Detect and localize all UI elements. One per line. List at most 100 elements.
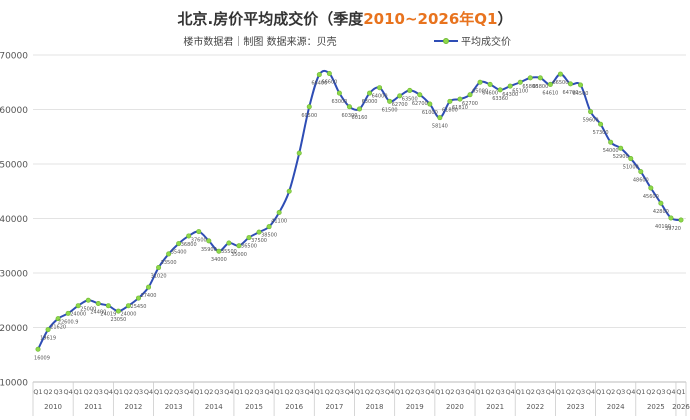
data-point xyxy=(598,121,604,127)
year-label: 2024 xyxy=(607,403,625,411)
x-tick-label: Q1 xyxy=(395,388,404,396)
x-tick-label: Q2 xyxy=(325,388,334,396)
x-tick-label: Q1 xyxy=(475,388,484,396)
data-point xyxy=(35,346,41,352)
x-tick-label: Q1 xyxy=(33,388,42,396)
data-label: 36800 xyxy=(181,242,197,248)
data-point xyxy=(427,101,433,107)
x-tick-label: Q4 xyxy=(345,388,354,396)
data-label: 39720 xyxy=(665,226,681,232)
data-label: 63500 xyxy=(402,96,418,102)
data-point xyxy=(316,72,322,78)
x-tick-label: Q4 xyxy=(104,388,113,396)
x-tick-label: Q2 xyxy=(204,388,213,396)
x-tick-label: Q2 xyxy=(285,388,294,396)
data-point xyxy=(276,210,282,216)
data-label: 57300 xyxy=(593,130,609,136)
data-point xyxy=(75,303,81,309)
data-point xyxy=(326,71,332,77)
data-label: 64600 xyxy=(482,90,498,96)
data-point xyxy=(447,98,453,104)
data-point xyxy=(648,185,654,191)
x-tick-label: Q3 xyxy=(214,388,223,396)
data-point xyxy=(527,75,533,81)
year-label: 2016 xyxy=(285,403,303,411)
x-tick-label: Q4 xyxy=(425,388,434,396)
x-tick-label: Q3 xyxy=(415,388,424,396)
data-point xyxy=(186,233,192,239)
year-label: 2019 xyxy=(406,403,424,411)
data-point xyxy=(678,217,684,223)
x-tick-label: Q2 xyxy=(405,388,414,396)
data-point xyxy=(85,297,91,303)
data-label: 51000 xyxy=(623,165,639,171)
data-point xyxy=(537,75,543,81)
data-point xyxy=(336,90,342,96)
x-tick-label: Q3 xyxy=(375,388,384,396)
data-label: 31020 xyxy=(151,274,167,280)
x-tick-label: Q3 xyxy=(455,388,464,396)
x-tick-label: Q1 xyxy=(74,388,83,396)
data-label: 24400 xyxy=(90,310,106,316)
y-tick-label: 20000 xyxy=(0,324,28,334)
data-point xyxy=(387,98,393,104)
x-tick-label: Q2 xyxy=(84,388,93,396)
data-point xyxy=(497,87,503,93)
data-point xyxy=(105,303,111,309)
data-label: 65800 xyxy=(532,84,548,90)
data-point xyxy=(397,93,403,99)
data-label: 64500 xyxy=(573,91,589,97)
data-point xyxy=(658,200,664,206)
year-label: 2020 xyxy=(446,403,464,411)
data-point xyxy=(668,215,674,221)
x-tick-label: Q1 xyxy=(596,388,605,396)
x-tick-label: Q3 xyxy=(94,388,103,396)
x-tick-label: Q3 xyxy=(174,388,183,396)
x-tick-label: Q2 xyxy=(365,388,374,396)
data-label: 35400 xyxy=(171,250,187,256)
data-point xyxy=(256,229,262,235)
data-point xyxy=(216,248,222,254)
data-point xyxy=(246,235,252,241)
data-label: 61800 xyxy=(442,107,458,113)
data-label: 48600 xyxy=(633,178,649,184)
data-point xyxy=(608,139,614,145)
y-tick-label: 40000 xyxy=(0,215,28,225)
data-point xyxy=(417,92,423,98)
x-tick-label: Q4 xyxy=(144,388,153,396)
chart-title-highlight: 2010~2026年Q1 xyxy=(363,10,497,28)
data-point xyxy=(457,96,463,102)
data-label: 22600.9 xyxy=(58,319,79,325)
data-label: 61500 xyxy=(382,107,398,113)
x-tick-label: Q2 xyxy=(646,388,655,396)
data-point xyxy=(65,310,71,316)
year-label: 2010 xyxy=(44,403,62,411)
y-axis: 10000 20000 30000 40000 50000 60000 70000 xyxy=(0,52,28,389)
data-point xyxy=(356,106,362,112)
data-point xyxy=(125,303,131,309)
legend-label: 平均成交价 xyxy=(461,35,511,48)
data-point xyxy=(547,81,553,87)
data-point xyxy=(196,229,202,235)
x-tick-label: Q4 xyxy=(626,388,635,396)
x-tick-label: Q3 xyxy=(576,388,585,396)
data-point xyxy=(346,104,352,110)
data-point xyxy=(236,243,242,249)
x-tick-label: Q3 xyxy=(254,388,263,396)
x-tick-label: Q4 xyxy=(64,388,73,396)
chart-title-suffix: ） xyxy=(497,10,512,28)
y-tick-label: 60000 xyxy=(0,106,28,116)
x-tick-label: Q4 xyxy=(305,388,314,396)
x-tick-label: Q1 xyxy=(676,388,685,396)
year-label: 2015 xyxy=(245,403,263,411)
x-tick-label: Q2 xyxy=(124,388,133,396)
data-label: 66400 xyxy=(311,81,327,87)
data-point xyxy=(206,238,212,244)
data-label: 37600 xyxy=(191,238,207,244)
data-label: 45600 xyxy=(643,194,659,200)
series-markers xyxy=(35,71,684,352)
data-label: 63360 xyxy=(492,96,508,102)
x-tick-label: Q2 xyxy=(566,388,575,396)
x-tick-label: Q1 xyxy=(556,388,565,396)
